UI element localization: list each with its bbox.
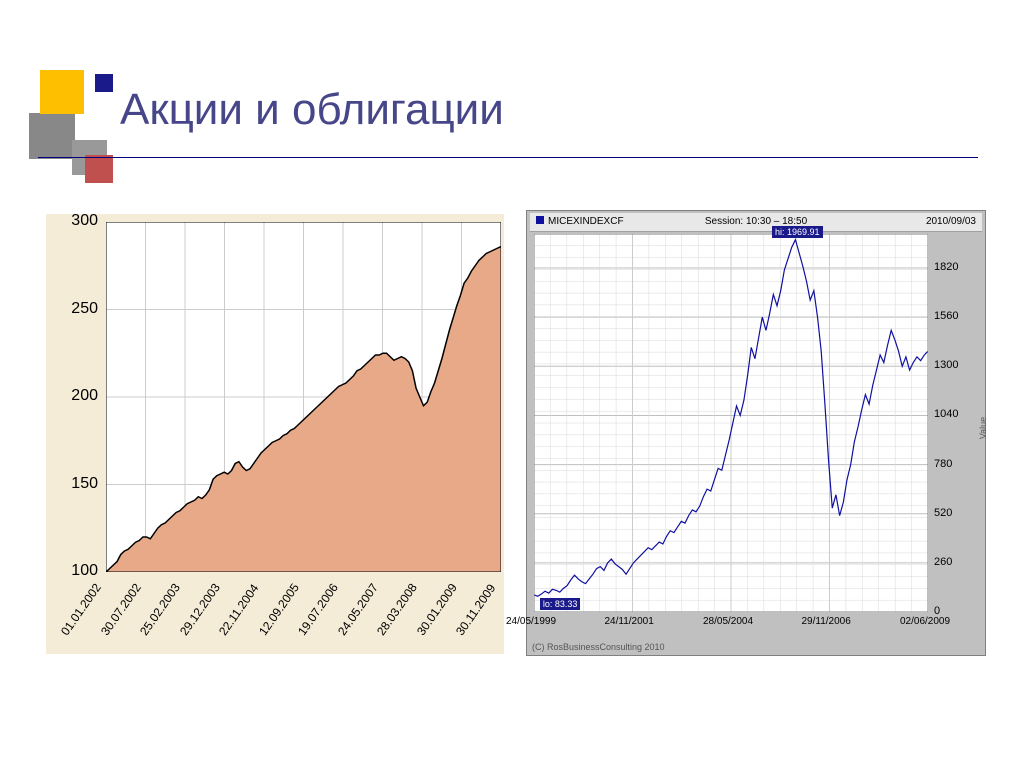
stocks-chart-top-bar: MICEXINDEXCF Session: 10:30 – 18:50 2010… <box>530 213 982 232</box>
slide: Акции и облигации 100150200250300 01.01.… <box>0 0 1024 767</box>
stocks-chart-y-tick: 260 <box>934 556 972 568</box>
stocks-chart-x-tick: 02/06/2009 <box>900 616 950 627</box>
stocks-chart-y-tick: 1300 <box>934 359 972 371</box>
deco-square-gray-large <box>29 113 75 159</box>
stocks-chart-x-tick: 24/11/2001 <box>605 616 654 627</box>
bonds-chart-y-tick: 200 <box>56 387 98 405</box>
date-label: 2010/09/03 <box>926 213 976 231</box>
stocks-chart-x-tick: 24/05/1999 <box>506 616 556 627</box>
deco-square-yellow <box>40 70 84 114</box>
stocks-line-chart-plot <box>534 234 928 612</box>
bonds-area-chart-plot <box>106 222 501 572</box>
lo-annotation: lo: 83.33 <box>540 598 581 610</box>
bonds-chart-y-tick: 100 <box>56 562 98 580</box>
stocks-chart-x-tick: 28/05/2004 <box>703 616 753 627</box>
stocks-chart-y-tick: 1820 <box>934 261 972 273</box>
bonds-chart-y-tick: 300 <box>56 212 98 230</box>
stocks-chart-y-axis-label: Value <box>978 417 988 439</box>
stocks-chart-y-tick: 1560 <box>934 310 972 322</box>
stocks-chart-x-tick: 29/11/2006 <box>802 616 851 627</box>
title-underline <box>38 157 978 158</box>
stocks-chart-y-tick: 1040 <box>934 408 972 420</box>
legend-label: MICEXINDEXCF <box>548 216 624 227</box>
hi-annotation: hi: 1969.91 <box>772 226 823 238</box>
bonds-chart-y-tick: 250 <box>56 300 98 318</box>
legend-swatch-icon <box>536 216 544 224</box>
stocks-chart-copyright: (C) RosBusinessConsulting 2010 <box>532 642 665 652</box>
stocks-chart-y-tick: 520 <box>934 507 972 519</box>
stocks-chart-y-tick: 780 <box>934 458 972 470</box>
deco-square-blue <box>95 74 113 92</box>
deco-square-red <box>85 155 113 183</box>
bonds-chart-y-tick: 150 <box>56 475 98 493</box>
page-title: Акции и облигации <box>120 85 504 135</box>
